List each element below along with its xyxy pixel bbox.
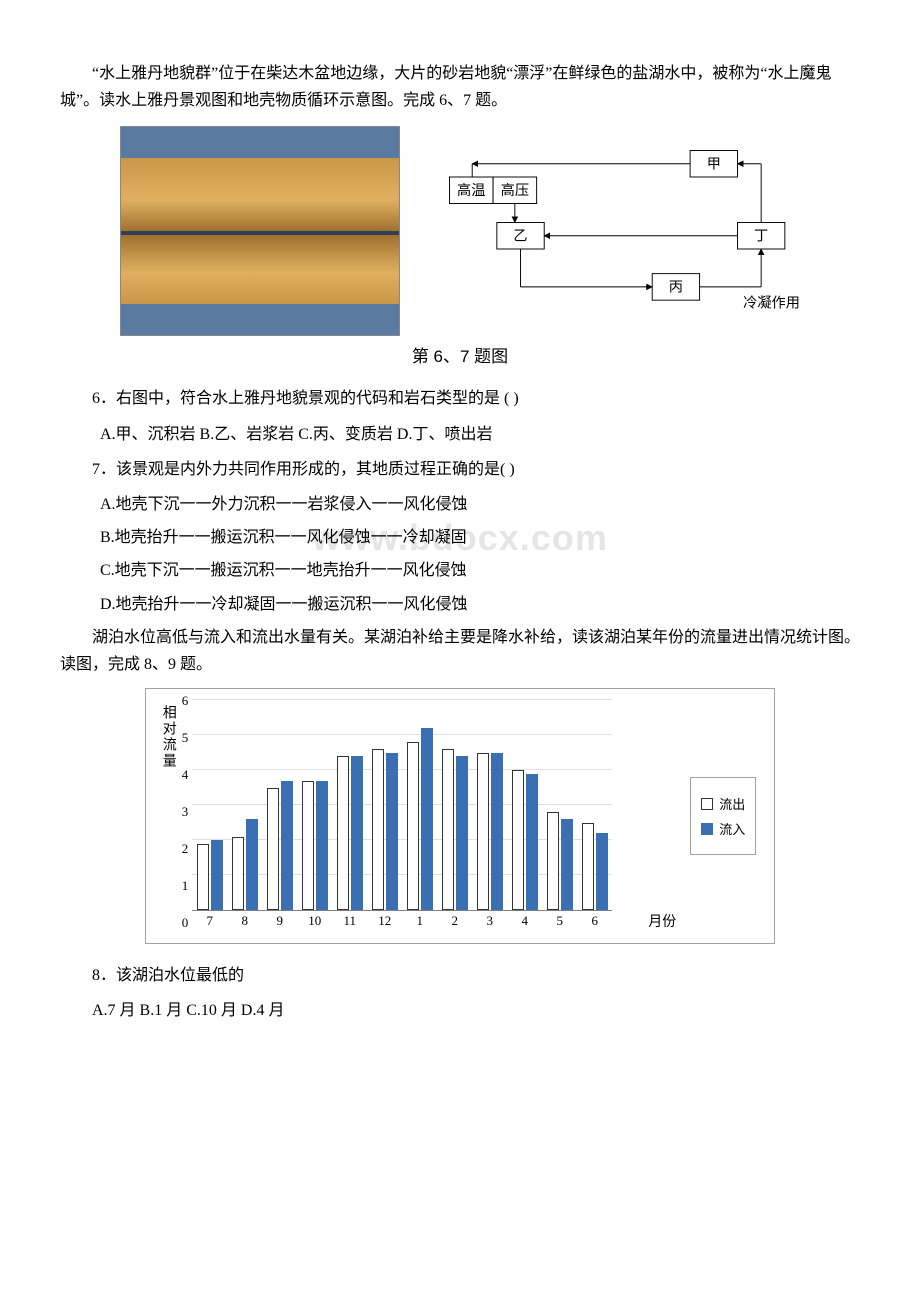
bar-in (351, 756, 363, 910)
bar-group (192, 840, 227, 910)
bar-in (316, 781, 328, 911)
yadan-photo (120, 126, 400, 336)
bar-group (367, 749, 402, 910)
x-tick: 4 (507, 913, 542, 929)
legend-item-out: 流出 (701, 794, 745, 813)
bar-out (442, 749, 454, 910)
node-bing: 丙 (669, 280, 683, 296)
bar-in (491, 753, 503, 911)
bar-group (297, 781, 332, 911)
bar-in (211, 840, 223, 910)
lake-flow-chart: 相对流量 6 5 4 3 2 1 0 789101112123456 月份 流出 (60, 688, 860, 944)
x-tick: 12 (367, 913, 402, 929)
bar-out (302, 781, 314, 911)
bar-group (262, 781, 297, 911)
intro-q89: 湖泊水位高低与流入和流出水量有关。某湖泊补给主要是降水补给，读该湖泊某年份的流量… (60, 624, 860, 678)
figure-67-row: 高温 高压 甲 乙 丙 丁 冷凝作用 (60, 126, 860, 336)
x-tick: 1 (402, 913, 437, 929)
bar-in (246, 819, 258, 910)
bar-in (421, 728, 433, 910)
crust-cycle-diagram: 高温 高压 甲 乙 丙 丁 冷凝作用 (440, 136, 800, 326)
q8-options: A.7 月 B.1 月 C.10 月 D.4 月 (60, 997, 860, 1024)
node-ding: 丁 (754, 229, 768, 245)
bar-out (337, 756, 349, 910)
bar-out (197, 844, 209, 911)
bar-in (596, 833, 608, 910)
x-tick: 10 (297, 913, 332, 929)
x-tick: 7 (192, 913, 227, 929)
bar-group (507, 770, 542, 910)
y-axis-label: 相对流量 (158, 701, 178, 769)
bar-in (561, 819, 573, 910)
bar-in (526, 774, 538, 911)
q7-option-b: B.地壳抬升一一搬运沉积一一风化侵蚀一一冷却凝固 (60, 524, 860, 551)
x-tick: 11 (332, 913, 367, 929)
bar-in (456, 756, 468, 910)
node-jia: 甲 (707, 157, 721, 173)
q8-stem: 8．该湖泊水位最低的 (60, 962, 860, 989)
legend-item-in: 流入 (701, 819, 745, 838)
x-tick: 3 (472, 913, 507, 929)
q7-option-a: A.地壳下沉一一外力沉积一一岩浆侵入一一风化侵蚀 (60, 491, 860, 518)
x-tick: 9 (262, 913, 297, 929)
q7-stem: 7．该景观是内外力共同作用形成的，其地质过程正确的是( ) (60, 456, 860, 483)
bar-out (407, 742, 419, 910)
y-axis-ticks: 6 5 4 3 2 1 0 (182, 701, 189, 923)
q6-stem: 6．右图中，符合水上雅丹地貌景观的代码和岩石类型的是 ( ) (60, 385, 860, 412)
bar-group (472, 753, 507, 911)
bar-group (332, 756, 367, 910)
bar-in (281, 781, 293, 911)
q6-options: A.甲、沉积岩 B.乙、岩浆岩 C.丙、变质岩 D.丁、喷出岩 (60, 421, 860, 448)
edge-label-cold: 冷凝作用 (743, 295, 800, 312)
figure-67-caption: 第 6、7 题图 (60, 342, 860, 367)
bar-out (547, 812, 559, 910)
chart-container: 相对流量 6 5 4 3 2 1 0 789101112123456 月份 流出 (145, 688, 776, 944)
bar-out (477, 753, 489, 911)
x-tick: 2 (437, 913, 472, 929)
q7-option-d: D.地壳抬升一一冷却凝固一一搬运沉积一一风化侵蚀 (60, 591, 860, 618)
x-tick: 8 (227, 913, 262, 929)
x-axis-ticks: 789101112123456 (192, 913, 612, 929)
node-yi: 乙 (513, 229, 527, 245)
bar-group (227, 819, 262, 910)
node-high-pressure: 高压 (501, 182, 529, 199)
node-high-temp: 高温 (457, 182, 485, 199)
intro-q67: “水上雅丹地貌群”位于在柴达木盆地边缘，大片的砂岩地貌“漂浮”在鲜绿色的盐湖水中… (60, 60, 860, 114)
q7-option-c: C.地壳下沉一一搬运沉积一一地壳抬升一一风化侵蚀 (60, 557, 860, 584)
x-tick: 6 (577, 913, 612, 929)
grid-line (192, 699, 612, 700)
bar-in (386, 753, 398, 911)
bar-out (372, 749, 384, 910)
bar-out (582, 823, 594, 911)
bar-group (402, 728, 437, 910)
bar-group (542, 812, 577, 910)
plot-area (192, 701, 612, 911)
bar-out (232, 837, 244, 911)
x-tick: 5 (542, 913, 577, 929)
bar-out (512, 770, 524, 910)
chart-legend: 流出 流入 (690, 777, 756, 855)
bar-group (437, 749, 472, 910)
bar-out (267, 788, 279, 911)
bar-group (577, 823, 612, 911)
